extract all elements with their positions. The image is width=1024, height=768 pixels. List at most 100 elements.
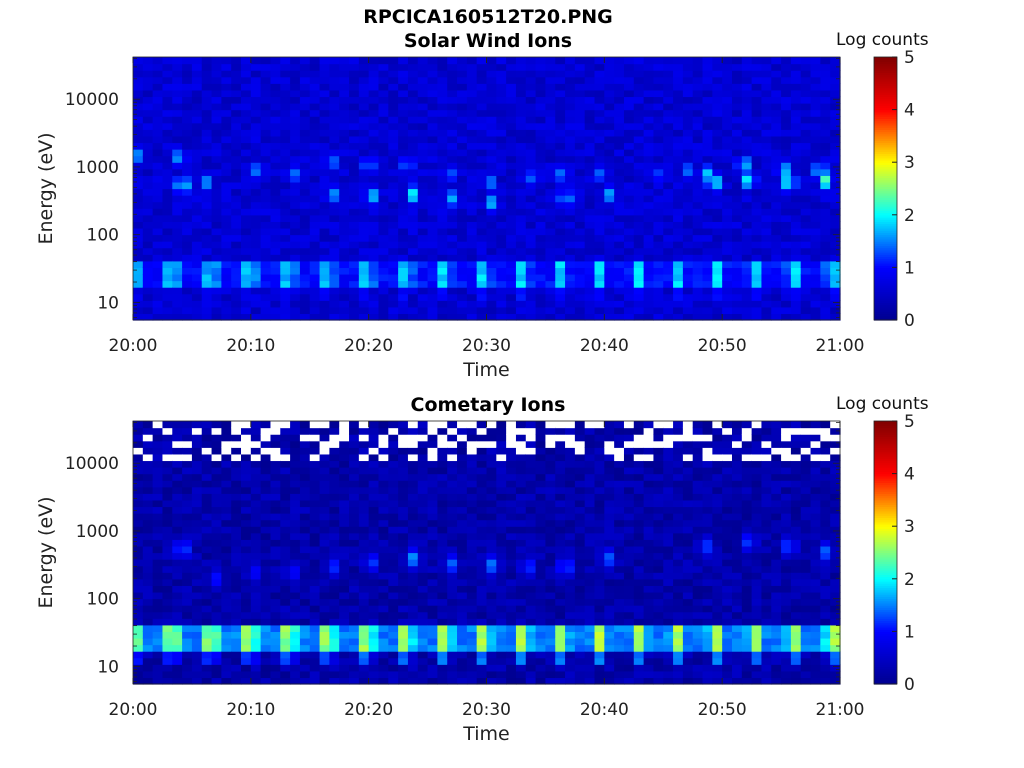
heatmap-cell [378, 618, 389, 626]
heatmap-cell [486, 552, 497, 560]
heatmap-cell [339, 605, 350, 613]
heatmap-cell [339, 116, 350, 124]
heatmap-cell [201, 313, 213, 321]
heatmap-cell [741, 109, 753, 117]
heatmap-cell [614, 70, 625, 78]
heatmap-cell [545, 480, 556, 488]
heatmap-cell [329, 486, 340, 494]
heatmap-cell [771, 280, 782, 288]
heatmap-cell [260, 63, 272, 71]
heatmap-cell [722, 234, 733, 242]
heatmap-cell [486, 149, 497, 157]
heatmap-cell [388, 70, 399, 78]
heatmap-cell [182, 591, 193, 600]
heatmap-cell [535, 519, 547, 527]
heatmap-cell [182, 195, 193, 203]
heatmap-cell [349, 260, 360, 268]
heatmap-cell [486, 460, 497, 468]
heatmap-cell [241, 637, 252, 646]
heatmap-cell [260, 618, 272, 626]
heatmap-cell [221, 591, 232, 600]
heatmap-cell [525, 493, 537, 501]
heatmap-cell [545, 447, 556, 455]
heatmap-cell [614, 273, 625, 282]
heatmap-cell [584, 499, 596, 508]
heatmap-cell [486, 188, 497, 196]
heatmap-cell [525, 83, 537, 91]
heatmap-cell [751, 155, 763, 163]
heatmap-cell [339, 142, 350, 150]
heatmap-cell [496, 427, 507, 435]
heatmap-cell [515, 287, 527, 295]
heatmap-cell [663, 287, 674, 295]
heatmap-cell [741, 227, 753, 236]
heatmap-cell [741, 70, 753, 78]
heatmap-cell [152, 664, 164, 672]
heatmap-cell [506, 208, 517, 216]
colorbar-segment [874, 197, 897, 201]
heatmap-cell [221, 493, 232, 501]
heatmap-cell [191, 63, 203, 71]
heatmap-cell [476, 241, 488, 249]
heatmap-cell [437, 578, 448, 586]
heatmap-cell [663, 195, 674, 203]
heatmap-cell [653, 254, 664, 262]
heatmap-cell [339, 545, 350, 554]
heatmap-cell [290, 175, 301, 183]
heatmap-cell [574, 453, 586, 462]
heatmap-cell [339, 467, 350, 475]
heatmap-cell [535, 57, 547, 65]
heatmap-cell [191, 142, 203, 150]
colorbar-segment [874, 280, 897, 284]
heatmap-cell [476, 421, 488, 429]
heatmap-cell [506, 195, 517, 203]
heatmap-cell [633, 83, 645, 91]
heatmap-cell [280, 122, 291, 130]
heatmap-cell [417, 103, 429, 111]
heatmap-cell [623, 313, 635, 321]
heatmap-cell [182, 651, 193, 659]
heatmap-cell [270, 467, 281, 475]
heatmap-cell [810, 142, 821, 150]
heatmap-cell [731, 116, 743, 124]
heatmap-cell [358, 129, 370, 137]
heatmap-cell [771, 96, 782, 104]
heatmap-cell [476, 89, 488, 98]
heatmap-cell [466, 129, 478, 137]
heatmap-cell [633, 103, 645, 111]
heatmap-cell [545, 162, 556, 170]
heatmap-cell [535, 453, 547, 462]
colorbar-segment [874, 116, 897, 119]
heatmap-cell [506, 122, 517, 130]
heatmap-cell [368, 273, 380, 282]
heatmap-cell [358, 208, 370, 216]
heatmap-cell [231, 273, 242, 282]
heatmap-cell [820, 313, 831, 321]
heatmap-cell [761, 89, 772, 98]
heatmap-cell [162, 129, 173, 137]
heatmap-cell [457, 293, 468, 301]
heatmap-cell [142, 162, 154, 170]
heatmap-cell [565, 559, 576, 567]
heatmap-cell [535, 221, 547, 229]
heatmap-cell [290, 109, 301, 117]
heatmap-cell [692, 247, 704, 255]
heatmap-cell [270, 208, 281, 216]
heatmap-cell [260, 578, 272, 586]
heatmap-cell [388, 526, 399, 534]
heatmap-cell [319, 116, 330, 124]
heatmap-cell [142, 57, 154, 65]
heatmap-cell [329, 578, 340, 586]
heatmap-cell [810, 109, 821, 117]
heatmap-cell [309, 300, 321, 308]
heatmap-cell [388, 109, 399, 117]
heatmap-cell [692, 208, 704, 216]
heatmap-cell [604, 227, 615, 236]
heatmap-cell [221, 195, 232, 203]
heatmap-cell [339, 427, 350, 435]
heatmap-cell [692, 135, 704, 144]
heatmap-cell [339, 670, 350, 679]
heatmap-cell [172, 168, 183, 176]
heatmap-cell [339, 532, 350, 540]
heatmap-cell [378, 644, 389, 652]
